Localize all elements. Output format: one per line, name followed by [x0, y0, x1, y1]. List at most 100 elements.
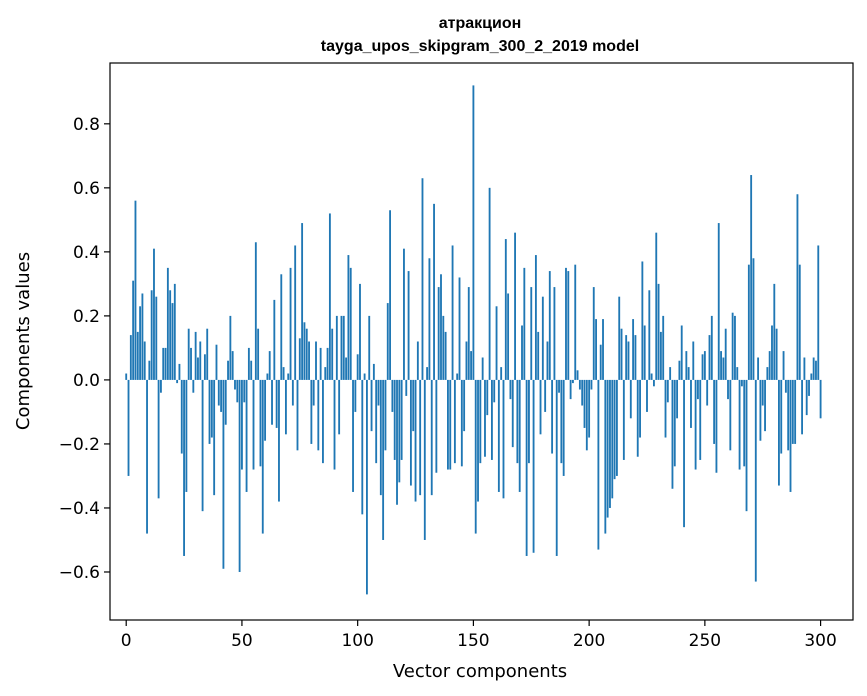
- x-tick-label: 0: [121, 631, 132, 651]
- bar: [328, 213, 331, 380]
- bar: [713, 379, 716, 444]
- bar: [595, 319, 597, 380]
- bar: [194, 331, 197, 380]
- bar: [757, 357, 760, 380]
- bar: [183, 379, 185, 556]
- bar: [778, 379, 780, 486]
- bar: [791, 379, 794, 444]
- bar: [185, 379, 188, 492]
- bar: [271, 379, 273, 425]
- bar: [356, 354, 359, 380]
- bar: [761, 379, 764, 406]
- bar: [537, 331, 540, 380]
- bar: [199, 341, 202, 380]
- bar: [384, 379, 387, 451]
- bar: [349, 267, 352, 380]
- bar: [465, 341, 468, 380]
- bar: [259, 379, 262, 467]
- bar: [178, 363, 181, 380]
- bar: [264, 379, 267, 441]
- bar: [294, 245, 297, 380]
- bar: [460, 379, 463, 467]
- bar: [405, 379, 408, 396]
- bar: [509, 379, 512, 400]
- bar: [157, 379, 160, 499]
- bar: [541, 296, 544, 380]
- bar: [578, 379, 581, 390]
- bar: [412, 379, 415, 432]
- bar: [504, 239, 507, 380]
- bar: [643, 325, 646, 380]
- bar: [391, 379, 394, 412]
- bar: [567, 271, 570, 380]
- bar: [706, 379, 709, 406]
- bar: [324, 367, 327, 380]
- bar: [435, 379, 438, 473]
- bar: [180, 379, 183, 454]
- bar: [319, 347, 322, 380]
- bar: [213, 379, 216, 496]
- bar: [261, 379, 264, 534]
- bar: [551, 379, 554, 454]
- bar: [440, 274, 442, 380]
- bar: [676, 379, 679, 419]
- bar: [296, 379, 299, 451]
- bar: [254, 242, 257, 380]
- bar: [743, 379, 746, 467]
- bar: [171, 303, 174, 380]
- bar: [224, 379, 227, 425]
- bar: [241, 379, 243, 470]
- bar: [187, 328, 190, 380]
- bar: [479, 379, 482, 464]
- bar: [176, 379, 179, 384]
- bar: [164, 347, 167, 380]
- x-axis-ticks: 0 50 100 150 200 250 300: [121, 620, 837, 651]
- bar: [289, 267, 292, 380]
- bar: [692, 341, 695, 380]
- bar: [729, 379, 732, 451]
- bar: [326, 347, 329, 380]
- bar: [247, 347, 250, 380]
- y-tick-label: 0.8: [73, 115, 100, 135]
- bar: [703, 351, 706, 380]
- bar: [146, 379, 148, 534]
- bar: [377, 379, 380, 406]
- x-tick-label: 300: [804, 631, 836, 651]
- bar: [690, 379, 692, 428]
- bar: [282, 367, 285, 380]
- bar: [400, 379, 403, 460]
- y-axis-ticks: −0.6 −0.4 −0.2 0.0 0.2 0.4 0.6 0.8: [59, 115, 110, 583]
- bar: [345, 357, 348, 380]
- bar: [629, 379, 632, 419]
- bar: [560, 379, 563, 464]
- bar: [817, 245, 820, 380]
- bar: [197, 357, 199, 380]
- y-tick-label: 0.4: [73, 243, 100, 263]
- bar: [673, 379, 676, 467]
- chart-title: атракцион: [439, 15, 522, 32]
- bar: [215, 344, 218, 380]
- bar: [497, 379, 500, 492]
- bar: [639, 379, 641, 438]
- bar: [636, 379, 639, 457]
- bar: [148, 360, 151, 380]
- bar: [220, 379, 223, 412]
- bar: [632, 319, 635, 380]
- bar: [484, 379, 486, 457]
- bar: [574, 264, 577, 380]
- bar: [516, 379, 519, 464]
- bar: [655, 232, 658, 380]
- bar: [553, 287, 556, 380]
- bar: [514, 232, 516, 380]
- bar: [243, 379, 246, 403]
- bar: [720, 351, 722, 380]
- bar: [664, 379, 667, 438]
- bar: [562, 379, 565, 476]
- bar: [597, 379, 600, 550]
- bar: [222, 379, 225, 569]
- bar: [372, 363, 375, 380]
- bar: [393, 379, 396, 460]
- bar: [546, 341, 549, 380]
- bar: [812, 357, 815, 380]
- bar: [604, 379, 607, 534]
